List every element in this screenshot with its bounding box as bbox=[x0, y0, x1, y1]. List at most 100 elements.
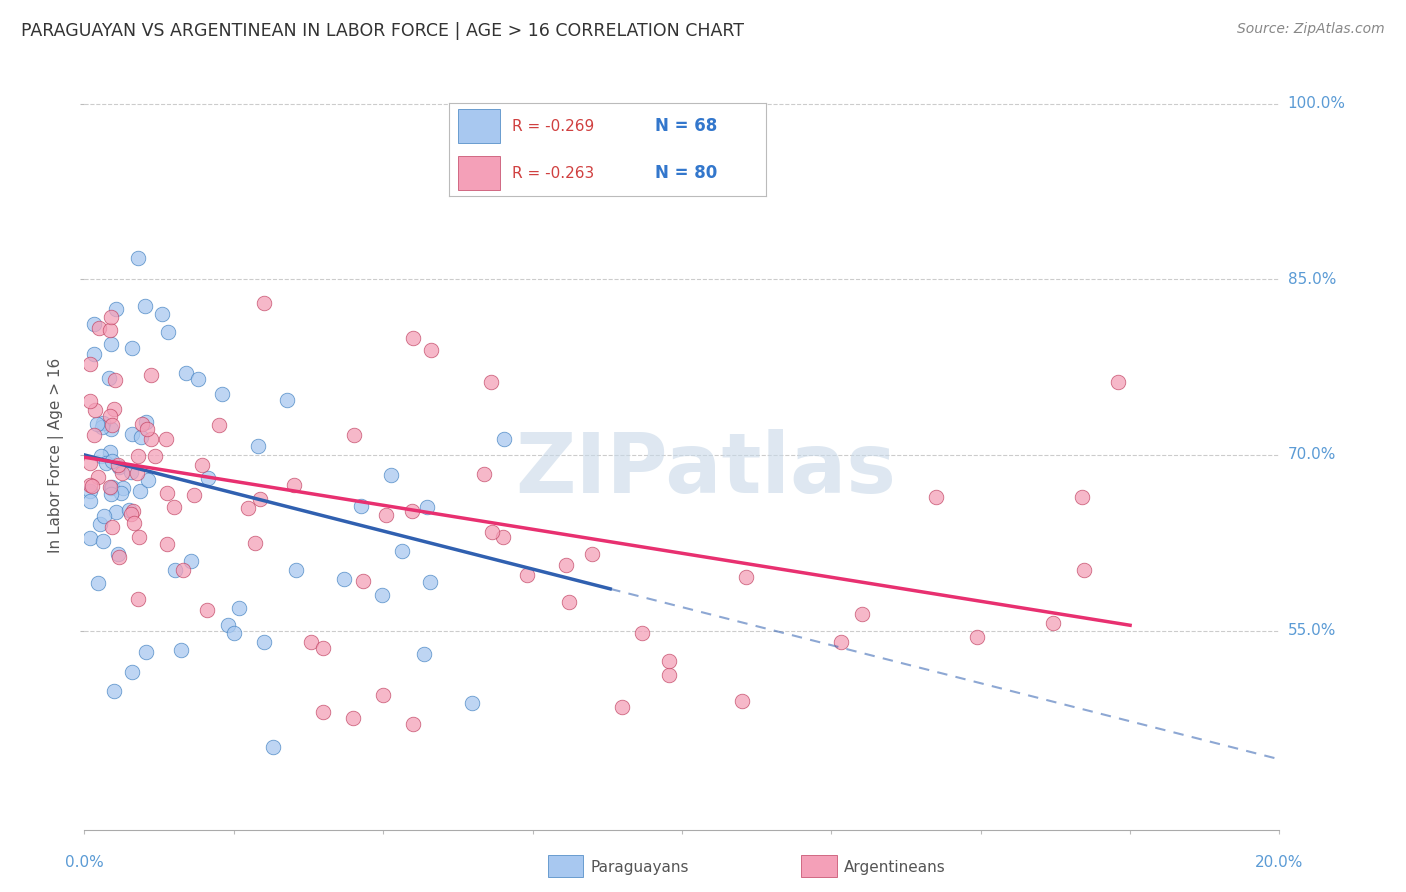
Point bbox=[104, 301, 127, 316]
Point bbox=[100, 310, 122, 325]
Point bbox=[138, 473, 160, 487]
Point bbox=[157, 325, 180, 339]
Point bbox=[104, 505, 127, 519]
Point bbox=[253, 295, 276, 310]
Point bbox=[90, 449, 112, 463]
Point bbox=[91, 419, 114, 434]
Point bbox=[830, 635, 852, 649]
Point bbox=[108, 459, 131, 474]
Point bbox=[492, 530, 515, 544]
Point bbox=[249, 491, 271, 506]
Point bbox=[1107, 376, 1129, 390]
Point bbox=[631, 625, 654, 640]
Point bbox=[350, 499, 373, 513]
Point bbox=[87, 320, 110, 334]
Point bbox=[195, 603, 218, 617]
Point bbox=[79, 483, 101, 498]
Point bbox=[127, 466, 149, 480]
Point bbox=[94, 456, 117, 470]
Point bbox=[312, 706, 335, 720]
Point bbox=[374, 508, 396, 522]
Point bbox=[120, 508, 142, 522]
Point bbox=[98, 445, 121, 459]
Point bbox=[128, 530, 150, 544]
Point bbox=[91, 416, 114, 430]
Point bbox=[163, 563, 186, 577]
Point bbox=[247, 439, 270, 453]
Point bbox=[83, 347, 105, 361]
Point bbox=[658, 667, 681, 681]
Point bbox=[402, 717, 425, 731]
Point bbox=[391, 544, 413, 558]
Point bbox=[1042, 616, 1064, 631]
Text: Paraguayans: Paraguayans bbox=[591, 861, 689, 875]
Point bbox=[110, 486, 132, 500]
Point bbox=[253, 635, 276, 649]
Point bbox=[135, 645, 157, 659]
Point bbox=[79, 531, 101, 545]
Point bbox=[172, 563, 194, 577]
Point bbox=[236, 500, 259, 515]
Point bbox=[89, 516, 111, 531]
Point bbox=[156, 536, 179, 550]
Point bbox=[373, 688, 395, 702]
Point bbox=[401, 504, 423, 518]
Point bbox=[558, 595, 581, 609]
Point bbox=[79, 357, 101, 371]
Point bbox=[555, 558, 578, 572]
Point bbox=[371, 588, 394, 602]
Point bbox=[83, 427, 105, 442]
Point bbox=[107, 458, 129, 472]
Point bbox=[481, 524, 503, 539]
Point bbox=[111, 482, 134, 496]
Point bbox=[479, 376, 502, 390]
Text: 0.0%: 0.0% bbox=[65, 855, 104, 870]
Point bbox=[494, 432, 516, 446]
Point bbox=[134, 299, 156, 313]
Point bbox=[283, 478, 305, 492]
Point bbox=[312, 641, 335, 656]
Point bbox=[222, 626, 245, 640]
Point bbox=[79, 477, 101, 491]
Point bbox=[131, 417, 153, 431]
Point bbox=[343, 427, 366, 442]
Point bbox=[197, 471, 219, 485]
Text: ZIPatlas: ZIPatlas bbox=[516, 429, 896, 510]
Point bbox=[301, 635, 323, 649]
Point bbox=[100, 479, 122, 493]
Point bbox=[107, 550, 129, 565]
Point bbox=[121, 665, 143, 679]
Point bbox=[925, 491, 948, 505]
Point bbox=[402, 331, 425, 345]
Text: 20.0%: 20.0% bbox=[1256, 855, 1303, 870]
Point bbox=[420, 343, 443, 357]
Point bbox=[163, 500, 186, 515]
Point bbox=[183, 488, 205, 502]
Point bbox=[332, 572, 354, 586]
Point bbox=[139, 368, 162, 383]
Point bbox=[128, 484, 150, 499]
Point bbox=[150, 307, 173, 322]
Point bbox=[380, 468, 402, 483]
Point bbox=[100, 486, 122, 500]
Point bbox=[104, 372, 127, 386]
Point bbox=[98, 409, 121, 424]
Point bbox=[100, 417, 122, 432]
Point bbox=[187, 372, 209, 386]
Point bbox=[121, 426, 143, 441]
Point bbox=[285, 563, 308, 577]
Point bbox=[87, 575, 110, 590]
Point bbox=[101, 453, 124, 467]
Text: 85.0%: 85.0% bbox=[1288, 272, 1336, 287]
Point bbox=[87, 470, 110, 484]
Point bbox=[243, 536, 266, 550]
Point bbox=[174, 366, 197, 380]
Point bbox=[658, 654, 681, 668]
Point bbox=[93, 508, 115, 523]
Point bbox=[851, 607, 873, 621]
Text: 55.0%: 55.0% bbox=[1288, 623, 1336, 638]
Point bbox=[91, 533, 114, 548]
Point bbox=[612, 699, 634, 714]
Point bbox=[98, 323, 121, 337]
Point bbox=[80, 479, 103, 493]
